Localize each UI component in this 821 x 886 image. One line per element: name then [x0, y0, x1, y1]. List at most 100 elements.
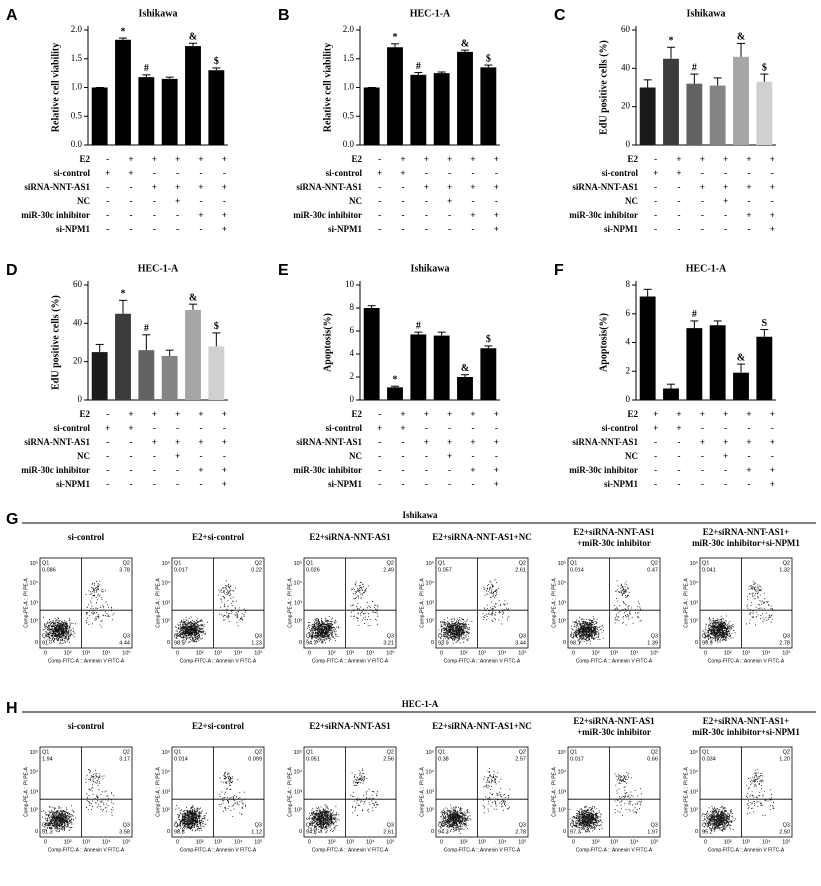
condition-mark: +: [152, 409, 157, 419]
quadrant-value: 2.61: [515, 567, 526, 573]
y-axis-label: Comp-PE-A :: PI PE-A: [419, 577, 425, 627]
condition-mark: -: [472, 168, 475, 178]
condition-mark: -: [176, 423, 179, 433]
condition-label: miR-30c inhibitor: [293, 465, 362, 475]
condition-mark: -: [771, 451, 774, 461]
condition-label: miR-30c inhibitor: [21, 210, 90, 220]
condition-mark: +: [746, 182, 751, 192]
condition-mark: +: [128, 168, 133, 178]
quadrant-name: Q2: [123, 560, 130, 566]
condition-mark: +: [746, 437, 751, 447]
condition-mark: -: [701, 423, 704, 433]
condition-mark: -: [223, 451, 226, 461]
y-tick-label: 60: [621, 24, 631, 34]
condition-mark: +: [198, 409, 203, 419]
condition-label: si-NPM1: [604, 224, 638, 234]
condition-mark: +: [676, 409, 681, 419]
quadrant-name: Q2: [255, 749, 262, 755]
condition-mark: -: [748, 196, 751, 206]
condition-mark: +: [470, 210, 475, 220]
quadrant-name: Q1: [702, 560, 709, 566]
condition-label: si-NPM1: [328, 479, 362, 489]
condition-mark: -: [654, 210, 657, 220]
bar: [480, 348, 497, 400]
y-tick-label: 0: [35, 640, 38, 646]
bar: [480, 67, 497, 145]
condition-mark: -: [654, 465, 657, 475]
condition-label: si-NPM1: [56, 479, 90, 489]
flow-panel-title: E2+siRNA-NNT-AS1: [309, 532, 391, 542]
x-tick-label: 10²: [328, 839, 336, 845]
y-tick-label: 8: [626, 279, 631, 289]
bar: [756, 336, 773, 400]
y-tick-label: 10⁴: [690, 580, 699, 587]
bar: [161, 355, 178, 400]
y-axis-label: Comp-PE-A :: PI PE-A: [551, 766, 557, 816]
chart-title: Ishikawa: [139, 8, 178, 19]
significance-label: $: [486, 53, 491, 64]
condition-mark: +: [222, 437, 227, 447]
significance-label: #: [692, 309, 697, 320]
bar: [709, 325, 726, 400]
x-tick-label: 10²: [724, 650, 732, 656]
y-tick-label: 0.5: [71, 110, 83, 120]
condition-mark: -: [748, 224, 751, 234]
quadrant-name: Q4: [438, 822, 445, 828]
y-tick-label: 10⁵: [558, 560, 566, 567]
condition-mark: -: [130, 224, 133, 234]
x-tick-label: 10³: [742, 839, 750, 845]
condition-mark: -: [495, 168, 498, 178]
condition-mark: -: [678, 182, 681, 192]
condition-mark: +: [222, 210, 227, 220]
condition-mark: +: [447, 154, 452, 164]
bar: [457, 377, 473, 400]
x-tick-label: 10⁴: [234, 649, 243, 656]
x-tick-label: 0: [44, 650, 47, 656]
condition-mark: -: [448, 479, 451, 489]
significance-label: $: [214, 321, 219, 332]
quadrant-name: Q2: [519, 560, 526, 566]
plot-frame: [435, 746, 529, 838]
condition-mark: +: [653, 409, 658, 419]
quadrant-name: Q3: [651, 633, 658, 639]
bar: [410, 334, 427, 400]
y-tick-label: 10⁵: [426, 560, 434, 567]
condition-mark: +: [494, 182, 499, 192]
condition-mark: +: [494, 210, 499, 220]
y-tick-label: 10⁴: [558, 580, 567, 587]
quadrant-value: 1.20: [779, 756, 790, 762]
condition-mark: +: [770, 479, 775, 489]
flow-panel-title: E2+siRNA-NNT-AS1: [309, 721, 391, 731]
x-tick-label: 10⁴: [366, 649, 375, 656]
condition-mark: -: [378, 210, 381, 220]
quadrant-name: Q1: [702, 749, 709, 755]
quadrant-name: Q4: [702, 633, 709, 639]
quadrant-value: 98.1: [570, 640, 581, 646]
condition-mark: -: [200, 423, 203, 433]
condition-label: si-control: [602, 423, 639, 433]
condition-label: NC: [77, 451, 90, 461]
quadrant-name: Q4: [174, 633, 181, 639]
condition-mark: -: [130, 182, 133, 192]
condition-mark: -: [748, 168, 751, 178]
y-tick-label: 10⁵: [690, 749, 698, 756]
condition-mark: -: [378, 479, 381, 489]
y-tick-label: 0: [167, 640, 170, 646]
x-tick-label: 10⁴: [498, 838, 507, 845]
bar: [686, 83, 703, 145]
quadrant-name: Q3: [123, 633, 130, 639]
condition-label: si-NPM1: [328, 224, 362, 234]
condition-mark: +: [222, 182, 227, 192]
y-tick-label: 10²: [426, 618, 434, 624]
x-tick-label: 10⁴: [102, 838, 111, 845]
condition-mark: -: [200, 196, 203, 206]
condition-mark: -: [425, 479, 428, 489]
quadrant-name: Q4: [438, 633, 445, 639]
bar: [410, 74, 427, 145]
significance-label: *: [121, 289, 126, 300]
y-tick-label: 10⁵: [162, 749, 170, 756]
condition-mark: -: [448, 168, 451, 178]
x-tick-label: 10³: [214, 650, 222, 656]
condition-mark: +: [222, 154, 227, 164]
flow-panel-title: +miR-30c inhibitor: [577, 538, 651, 548]
